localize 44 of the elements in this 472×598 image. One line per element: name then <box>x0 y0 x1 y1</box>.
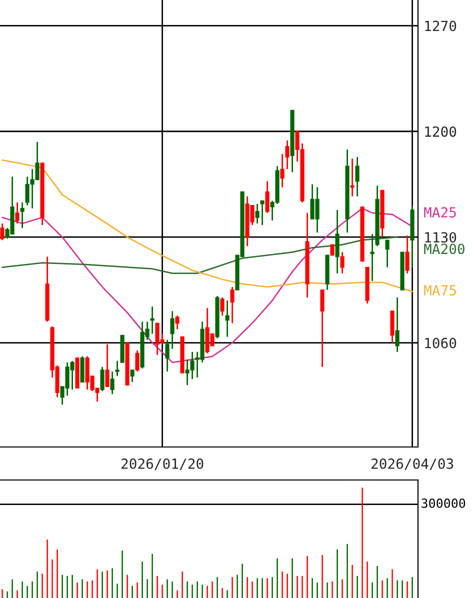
candlestick <box>110 370 114 395</box>
candlestick <box>130 369 134 383</box>
candlestick <box>335 209 340 274</box>
candlestick <box>150 306 154 334</box>
candlestick <box>340 252 344 274</box>
candlestick <box>115 360 120 377</box>
candlestick <box>15 202 20 224</box>
candlestick <box>265 180 270 214</box>
candlestick <box>260 200 264 226</box>
y-tick-label: 1060 <box>425 338 456 348</box>
y-tick-label: 1200 <box>425 126 456 137</box>
candlestick <box>370 233 374 282</box>
candlestick <box>170 310 174 350</box>
candlestick <box>385 239 390 268</box>
candlestick <box>355 156 360 198</box>
candlestick <box>165 339 170 372</box>
candlestick <box>320 289 324 368</box>
candlestick <box>100 366 104 392</box>
line-series <box>2 159 413 292</box>
x-tick-label: 2026/01/20 <box>122 458 204 470</box>
candlestick <box>135 350 140 372</box>
series-label: MA25 <box>424 207 456 218</box>
candlestick <box>285 140 290 170</box>
candlestick <box>330 244 334 256</box>
candlestick <box>405 234 410 274</box>
series-label: MA75 <box>424 285 456 296</box>
candlestick <box>280 153 284 188</box>
y-tick-label: 1270 <box>425 20 456 32</box>
x-tick-label: 2026/04/03 <box>372 458 454 470</box>
candlestick <box>20 202 24 229</box>
y-tick-label: 1130 <box>425 232 456 243</box>
candlestick <box>0 222 4 241</box>
candlestick <box>225 300 230 338</box>
candlestick <box>105 344 110 388</box>
candlestick <box>175 314 180 330</box>
line-series <box>2 236 398 274</box>
series-label: MA200 <box>424 244 464 254</box>
candlestick <box>230 286 234 324</box>
line-series <box>2 208 413 364</box>
text: 300000 <box>422 498 466 508</box>
candlestick <box>350 158 354 198</box>
candlestick <box>220 296 224 316</box>
candlestick <box>395 296 400 353</box>
candlestick <box>255 203 260 224</box>
